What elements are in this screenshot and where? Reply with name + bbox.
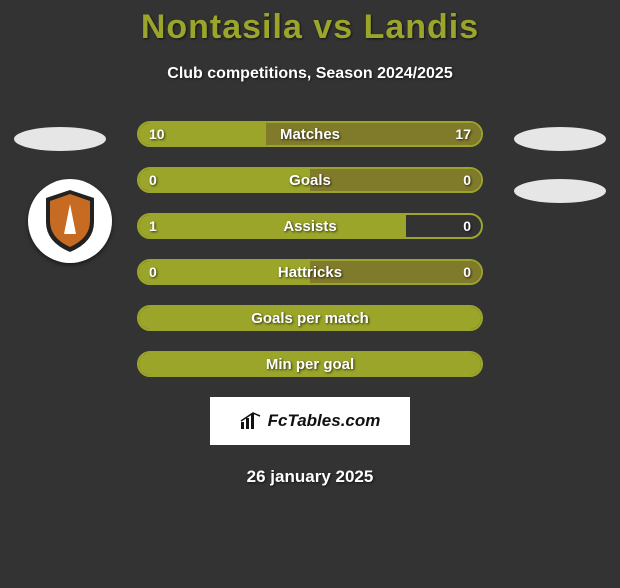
player-right-ellipse-1 xyxy=(514,127,606,151)
page-subtitle: Club competitions, Season 2024/2025 xyxy=(0,65,620,83)
chart-icon xyxy=(240,412,262,430)
stat-label: Goals per match xyxy=(139,307,481,329)
player-right-ellipse-2 xyxy=(514,179,606,203)
stat-bar: 10Assists xyxy=(137,213,483,239)
club-shield-icon xyxy=(42,188,98,254)
stat-bar: Goals per match xyxy=(137,305,483,331)
stat-bar: Min per goal xyxy=(137,351,483,377)
stat-bar: 1017Matches xyxy=(137,121,483,147)
stat-label: Assists xyxy=(139,215,481,237)
attribution-text: FcTables.com xyxy=(268,411,381,431)
stat-bar: 00Goals xyxy=(137,167,483,193)
stat-label: Min per goal xyxy=(139,353,481,375)
stat-label: Goals xyxy=(139,169,481,191)
stat-label: Matches xyxy=(139,123,481,145)
stat-bars: 1017Matches 00Goals 10Assists 00Hattricks Go… xyxy=(137,121,483,377)
club-badge-left xyxy=(28,179,112,263)
comparison-content: 1017Matches 00Goals 10Assists 00Hattricks Go… xyxy=(0,121,620,487)
attribution-box: FcTables.com xyxy=(210,397,410,445)
stat-bar: 00Hattricks xyxy=(137,259,483,285)
player-left-ellipse xyxy=(14,127,106,151)
stat-label: Hattricks xyxy=(139,261,481,283)
page-title: Nontasila vs Landis xyxy=(0,8,620,47)
date-label: 26 january 2025 xyxy=(0,467,620,487)
